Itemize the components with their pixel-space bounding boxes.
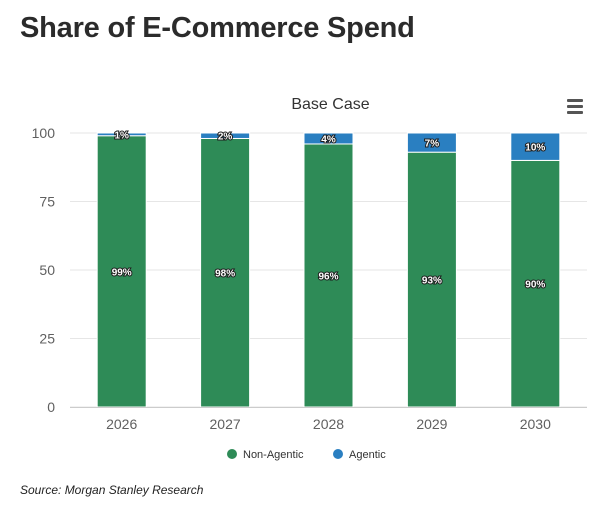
- bar-agentic: [406, 132, 457, 153]
- bar-non-agentic: [96, 135, 147, 408]
- data-label: 2%: [218, 132, 233, 143]
- y-tick-label: 0: [47, 399, 55, 415]
- legend-item-non-agentic-label: Non-Agentic: [243, 449, 304, 461]
- legend-item-agentic-label: Agentic: [349, 449, 386, 461]
- data-label: 99%: [112, 267, 132, 278]
- y-tick-label: 50: [39, 262, 55, 278]
- data-label: 10%: [525, 143, 545, 154]
- page-title: Share of E-Commerce Spend: [20, 12, 415, 44]
- y-tick-label: 25: [39, 331, 55, 347]
- data-label: 93%: [422, 276, 442, 287]
- data-label: 96%: [318, 271, 338, 282]
- y-tick-label: 100: [32, 125, 56, 141]
- data-label: 98%: [215, 269, 235, 280]
- bar-agentic: [96, 132, 147, 137]
- bar-non-agentic: [510, 159, 561, 408]
- chart-title: Base Case: [291, 96, 369, 113]
- x-tick-label: 2028: [313, 416, 344, 432]
- x-tick-label: 2030: [520, 416, 551, 432]
- legend-item-agentic-marker: [333, 449, 343, 459]
- legend-item-non-agentic-marker: [227, 449, 237, 459]
- bar-agentic: [200, 132, 251, 139]
- bar-agentic: [510, 132, 561, 161]
- x-tick-label: 2027: [210, 416, 241, 432]
- data-label: 4%: [321, 134, 336, 145]
- data-label: 1%: [114, 130, 129, 141]
- bar-non-agentic: [406, 151, 457, 408]
- stacked-bar-chart: Base Case 0 25 50 75 100 99% 1% 2026 98% 2% 2027 96%…: [32, 96, 587, 461]
- source-note: Source: Morgan Stanley Research: [20, 483, 204, 497]
- hamburger-menu-icon[interactable]: [564, 99, 586, 115]
- bar-non-agentic: [303, 143, 354, 408]
- data-label: 90%: [525, 280, 545, 291]
- data-label: 7%: [425, 139, 440, 150]
- bar-agentic: [303, 132, 354, 145]
- y-tick-label: 75: [39, 194, 55, 210]
- x-tick-label: 2029: [416, 416, 447, 432]
- x-tick-label: 2026: [106, 416, 137, 432]
- bar-non-agentic: [200, 137, 251, 408]
